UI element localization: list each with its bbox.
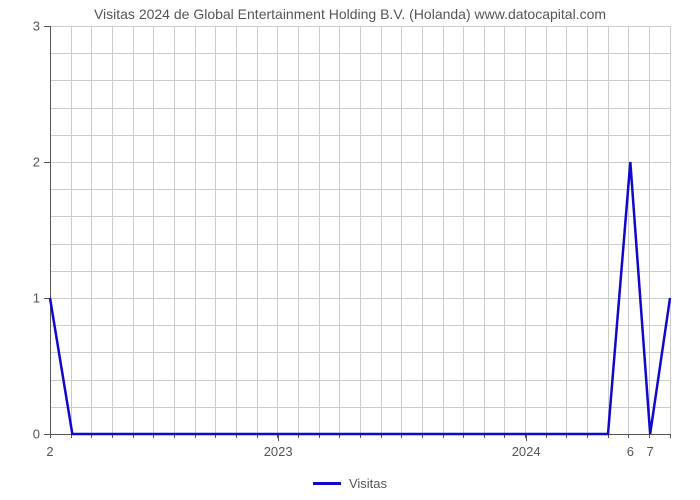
chart-title: Visitas 2024 de Global Entertainment Hol… bbox=[0, 6, 700, 22]
x-left-below-label: 2 bbox=[46, 444, 53, 459]
x-extra-label: 7 bbox=[647, 444, 654, 459]
x-minor-tick bbox=[649, 434, 650, 438]
y-tick-label: 0 bbox=[10, 427, 40, 442]
x-minor-tick bbox=[50, 434, 51, 438]
plot-area bbox=[50, 26, 670, 434]
x-extra-label: 6 bbox=[627, 444, 634, 459]
y-tick-label: 2 bbox=[10, 155, 40, 170]
x-tick-label: 2023 bbox=[264, 444, 293, 459]
x-minor-tick bbox=[670, 434, 671, 438]
y-tick-label: 3 bbox=[10, 19, 40, 34]
legend-label: Visitas bbox=[349, 476, 387, 491]
data-series-line bbox=[50, 26, 670, 434]
legend-swatch bbox=[313, 482, 341, 485]
x-tick-label: 2024 bbox=[512, 444, 541, 459]
y-tick-label: 1 bbox=[10, 291, 40, 306]
legend: Visitas bbox=[0, 476, 700, 491]
x-minor-tick bbox=[628, 434, 629, 438]
